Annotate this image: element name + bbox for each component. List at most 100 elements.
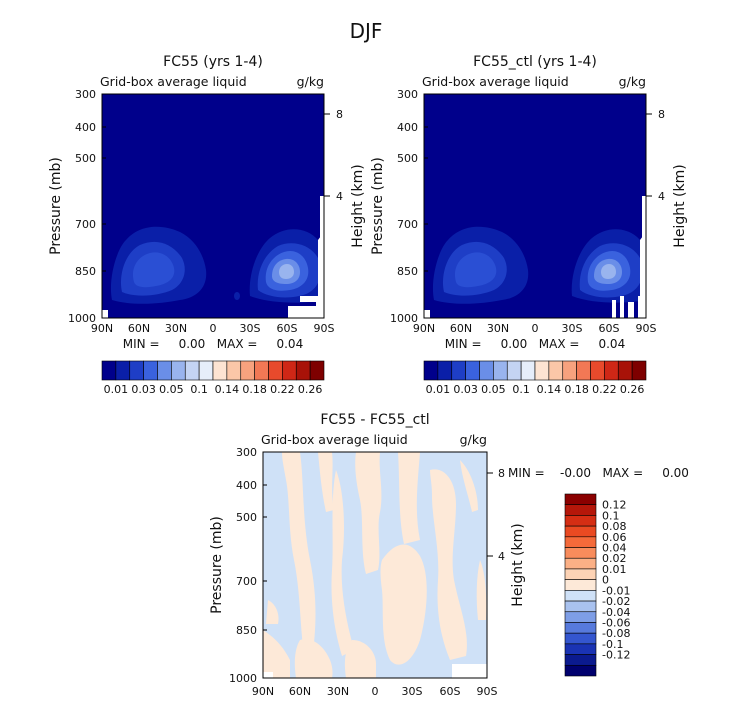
missing-data	[288, 306, 324, 318]
colorbar-swatch	[564, 525, 597, 538]
colorbar-swatch	[198, 360, 214, 381]
contour-level-3	[454, 252, 497, 288]
panel-subtitle: Grid-box average liquid	[261, 432, 408, 447]
positive-anomaly	[282, 452, 316, 660]
colorbar-swatch	[604, 360, 619, 381]
y-tick-label: 400	[397, 121, 418, 134]
x-tick-label: 90S	[314, 322, 335, 335]
x-tick-label: 90S	[477, 685, 498, 698]
contour-level-5	[279, 264, 294, 279]
x-tick-label: 60N	[450, 322, 472, 335]
colorbar-label: 0.12	[602, 499, 627, 512]
panel-difference: FC55 - FC55_ctl Grid-box average liquid …	[209, 412, 689, 698]
colorbar-label: 0.05	[481, 383, 506, 396]
x-tick-label: 0	[532, 322, 539, 335]
y2-tick-label: 4	[336, 190, 343, 203]
y2-tick-label: 4	[498, 550, 505, 563]
y-tick-label: 700	[397, 218, 418, 231]
colorbar-label: 0.26	[620, 383, 645, 396]
colorbar-swatch	[617, 360, 633, 381]
colorbar-swatch	[493, 360, 508, 381]
colorbar-label: 0.08	[602, 520, 627, 533]
colorbar-swatch	[506, 360, 522, 381]
colorbar-swatch	[465, 360, 480, 381]
colorbar-swatch	[590, 360, 605, 381]
colorbar-swatch	[564, 590, 597, 602]
y-tick-labels: 300 400 500 700 850 1000	[229, 446, 257, 685]
colorbar-swatch	[564, 568, 597, 580]
y-tick-marks	[102, 126, 106, 272]
y-tick-label: 300	[236, 446, 257, 459]
contour-field	[102, 94, 324, 318]
plot-frame	[423, 93, 647, 319]
colorbar-swatch	[534, 360, 550, 381]
y2-tick-labels: 8 4	[498, 467, 505, 563]
y-tick-label: 1000	[68, 312, 96, 325]
missing-data	[424, 310, 430, 318]
y2-tick-labels: 8 4	[336, 108, 343, 203]
panel-subtitle: Grid-box average liquid	[100, 74, 247, 89]
y2-tick-label: 8	[498, 467, 505, 480]
y-axis-label: Pressure (mb)	[209, 516, 225, 614]
colorbar-swatch	[564, 654, 597, 666]
panel-fc55: FC55 (yrs 1-4) Grid-box average liquid g…	[48, 54, 366, 396]
colorbar-swatch	[143, 360, 158, 381]
y-tick-label: 400	[75, 121, 96, 134]
missing-data	[628, 302, 634, 318]
panel-units: g/kg	[297, 74, 324, 89]
y-tick-label: 850	[236, 624, 257, 637]
missing-data	[612, 300, 616, 318]
y-tick-label: 700	[75, 218, 96, 231]
panel-title: FC55 - FC55_ctl	[320, 412, 429, 428]
positive-anomaly	[398, 452, 420, 544]
y-tick-marks	[263, 484, 267, 631]
y-tick-label: 850	[397, 265, 418, 278]
y-tick-label: 400	[236, 479, 257, 492]
plot-frame	[101, 93, 325, 319]
colorbar: 0.01 0.03 0.05 0.1 0.14 0.18 0.22 0.26	[101, 360, 325, 396]
contour-level-1	[234, 292, 240, 300]
panel-title: FC55 (yrs 1-4)	[163, 54, 263, 70]
panel-units: g/kg	[619, 74, 646, 89]
colorbar-swatch	[564, 515, 597, 527]
colorbar-swatch	[564, 557, 597, 570]
colorbar-swatch	[240, 360, 255, 381]
panel-subtitle: Grid-box average liquid	[422, 74, 569, 89]
y-tick-label: 300	[397, 88, 418, 101]
colorbar-swatch	[564, 536, 597, 548]
stats-readout: MIN = -0.00 MAX = 0.00	[508, 466, 689, 480]
colorbar-swatch	[282, 360, 297, 381]
y2-axis-label: Height (km)	[350, 164, 366, 247]
colorbar-swatch	[226, 360, 242, 381]
x-tick-labels: 90N 60N 30N 0 30S 60S 90S	[91, 322, 335, 335]
x-tick-label: 30N	[327, 685, 349, 698]
colorbar: 0.01 0.03 0.05 0.1 0.14 0.18 0.22 0.26	[423, 360, 647, 396]
y-tick-labels: 300 400 500 700 850 1000	[390, 88, 418, 325]
positive-anomaly	[318, 452, 334, 512]
plot-frame	[262, 451, 488, 679]
colorbar-swatch	[564, 664, 597, 677]
colorbar-label: 0	[602, 574, 609, 587]
colorbar-label: 0.22	[592, 383, 617, 396]
colorbar-swatch	[562, 360, 577, 381]
x-tick-labels: 90N 60N 30N 0 30S 60S 90S	[413, 322, 657, 335]
panel-title: FC55_ctl (yrs 1-4)	[473, 54, 597, 70]
x-tick-label: 30S	[562, 322, 583, 335]
missing-data	[452, 664, 487, 678]
y-tick-label: 500	[75, 152, 96, 165]
colorbar-swatch	[564, 611, 597, 623]
y-tick-label: 1000	[390, 312, 418, 325]
positive-anomaly	[476, 560, 487, 620]
colorbar-label: 0.05	[159, 383, 184, 396]
positive-anomaly	[430, 469, 467, 660]
colorbar-label: -0.02	[602, 595, 630, 608]
colorbar-swatch	[548, 360, 564, 381]
y-tick-label: 500	[236, 511, 257, 524]
missing-data	[620, 296, 624, 318]
colorbar-label: 0.26	[298, 383, 323, 396]
y2-axis-label: Height (km)	[672, 164, 688, 247]
y2-tick-label: 4	[658, 190, 665, 203]
contour-level-5	[601, 264, 616, 279]
missing-data	[263, 672, 273, 678]
